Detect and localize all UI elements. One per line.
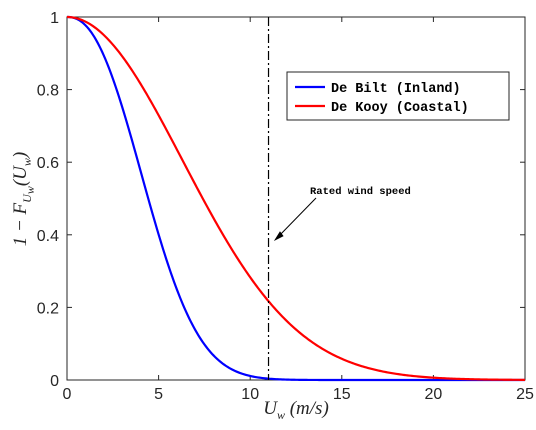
y-tick-label: 0: [50, 373, 59, 390]
annotation-text: Rated wind speed: [310, 186, 411, 198]
legend: De Bilt (Inland) De Kooy (Coastal): [286, 71, 510, 121]
legend-label-de-bilt: De Bilt (Inland): [331, 82, 461, 97]
series-line-de-bilt: [66, 15, 525, 382]
y-axis-ticks: 0 0.2 0.4 0.6 0.8 1: [37, 10, 525, 390]
x-tick-label: 5: [154, 386, 163, 403]
y-tick-label: 0.8: [37, 83, 59, 100]
annotation-arrowhead: [273, 231, 284, 241]
legend-label-de-kooy: De Kooy (Coastal): [331, 101, 469, 116]
y-tick-label: 0.4: [37, 228, 59, 245]
series-line-de-kooy: [66, 15, 525, 381]
x-axis-title: Uw (m/s): [263, 398, 329, 422]
legend-box: [286, 71, 510, 121]
x-tick-label: 20: [425, 386, 443, 403]
x-tick-label: 0: [63, 386, 72, 403]
annotation-arrow-shaft: [276, 197, 317, 239]
y-axis-title: 1 − FUw(Uw): [10, 152, 37, 247]
plot-area: [66, 16, 526, 381]
x-tick-label: 25: [516, 386, 534, 403]
y-tick-label: 0.6: [37, 155, 59, 172]
x-tick-label: 15: [333, 386, 351, 403]
x-tick-label: 10: [241, 386, 259, 403]
y-tick-label: 1: [50, 10, 59, 27]
y-tick-label: 0.2: [37, 300, 59, 317]
x-axis-ticks: 0 5 10 15 20 25: [63, 17, 534, 403]
